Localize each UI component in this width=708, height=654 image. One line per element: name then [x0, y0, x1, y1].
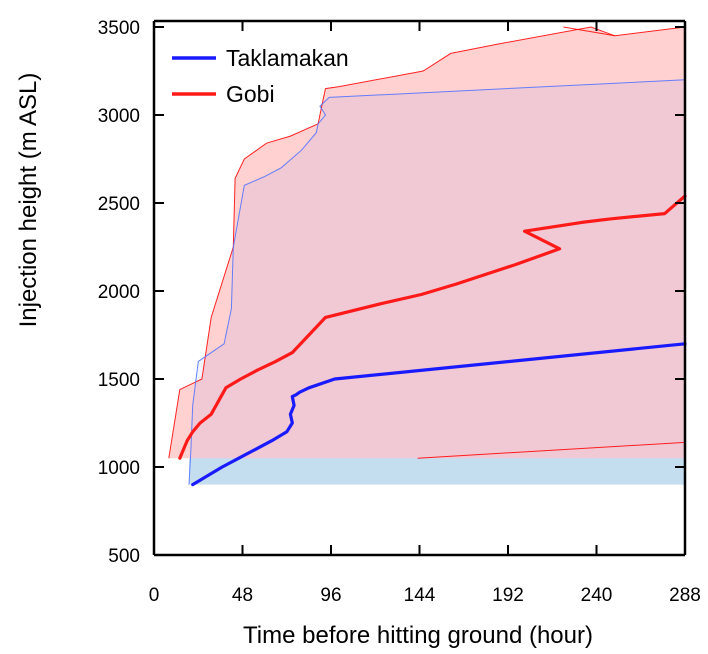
- y-tick-label: 3000: [98, 106, 140, 127]
- band-upper-spike-gobi: [563, 26, 615, 37]
- legend-label-taklamakan: Taklamakan: [226, 45, 349, 71]
- band-fill-taklamakan: [189, 79, 685, 485]
- x-tick-label: 144: [404, 585, 436, 606]
- base-fill: [189, 458, 685, 485]
- band-outlines: [168, 26, 686, 485]
- y-tick-label: 2500: [98, 194, 140, 215]
- band-upper-line-taklamakan: [188, 79, 686, 485]
- y-tick-label: 1000: [98, 458, 140, 479]
- x-tick-label: 48: [232, 585, 253, 606]
- x-axis-label: Time before hitting ground (hour): [243, 622, 593, 649]
- series-line-taklamakan: [191, 342, 687, 487]
- y-tick-label: 1500: [98, 370, 140, 391]
- series-line-gobi: [178, 194, 687, 460]
- band-fills: [168, 27, 686, 485]
- axes: [152, 19, 687, 557]
- x-tick-label: 240: [581, 585, 613, 606]
- legend-label-gobi: Gobi: [226, 81, 275, 107]
- band-lower-line-gobi: [417, 441, 686, 459]
- x-tick-label: 96: [320, 585, 341, 606]
- tick-labels: 0 48 96 144 192 240 288 500 1000 1500 2000 2500 3000…: [98, 18, 701, 606]
- series-lines: [178, 194, 687, 487]
- y-axis-label: Injection height (m ASL): [15, 73, 42, 328]
- x-tick-label: 192: [492, 585, 524, 606]
- y-tick-label: 2000: [98, 282, 140, 303]
- legend: Taklamakan Gobi: [172, 45, 349, 107]
- y-tick-label: 500: [108, 546, 140, 567]
- y-tick-label: 3500: [98, 18, 140, 39]
- band-fill-gobi: [168, 27, 686, 459]
- x-tick-label: 0: [149, 585, 160, 606]
- x-tick-label: 288: [669, 585, 701, 606]
